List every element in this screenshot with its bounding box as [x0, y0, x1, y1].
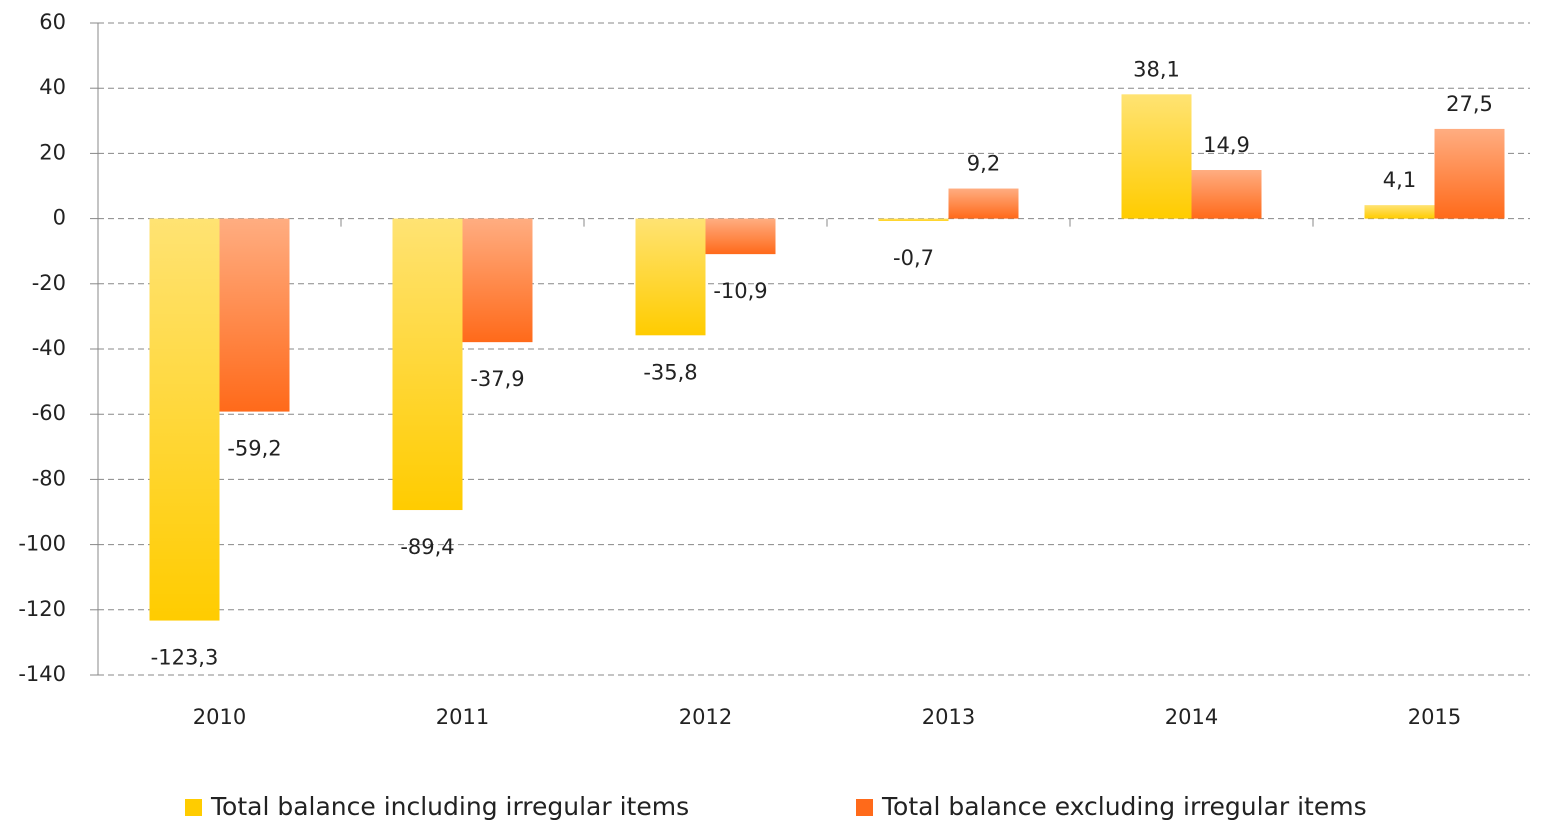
y-tick-label: -140 — [18, 662, 66, 686]
bar-highlight — [1434, 128, 1505, 219]
y-tick-label: -20 — [32, 271, 66, 295]
data-label: 9,2 — [967, 152, 1000, 176]
data-label: -35,8 — [643, 360, 697, 384]
y-tick-label: 40 — [39, 75, 66, 99]
data-label: -89,4 — [400, 535, 454, 559]
y-tick-label: -40 — [32, 336, 66, 360]
x-tick-label: 2010 — [193, 705, 246, 729]
bar-highlight — [149, 218, 220, 621]
y-tick-label: 0 — [53, 206, 66, 230]
data-label: -59,2 — [227, 437, 281, 461]
y-tick-label: -120 — [18, 597, 66, 621]
bar-highlight — [392, 218, 463, 511]
data-label: 27,5 — [1446, 92, 1493, 116]
legend-label: Total balance excluding irregular items — [881, 792, 1367, 821]
x-tick-label: 2011 — [436, 705, 489, 729]
bar-highlight — [1121, 94, 1192, 219]
bar-highlight — [705, 218, 776, 255]
y-tick-label: 20 — [39, 140, 66, 164]
x-tick-label: 2012 — [679, 705, 732, 729]
bar-highlight — [878, 218, 949, 221]
legend-swatch — [185, 799, 202, 816]
data-label: -0,7 — [893, 246, 934, 270]
bar-highlight — [635, 218, 706, 336]
y-tick-label: -80 — [32, 466, 66, 490]
data-label: -37,9 — [470, 367, 524, 391]
data-label: -10,9 — [713, 279, 767, 303]
data-label: -123,3 — [151, 646, 219, 670]
x-tick-label: 2014 — [1165, 705, 1218, 729]
bar-highlight — [1191, 170, 1262, 219]
bar-highlight — [1364, 205, 1435, 219]
y-tick-label: -60 — [32, 401, 66, 425]
bar-highlight — [462, 218, 533, 343]
y-tick-label: 60 — [39, 10, 66, 34]
data-label: 38,1 — [1133, 57, 1180, 81]
data-label: 14,9 — [1203, 133, 1250, 157]
legend-swatch — [856, 799, 873, 816]
x-tick-label: 2015 — [1408, 705, 1461, 729]
x-tick-label: 2013 — [922, 705, 975, 729]
bar-highlight — [219, 218, 290, 412]
data-label: 4,1 — [1383, 168, 1416, 192]
legend-label: Total balance including irregular items — [210, 792, 689, 821]
y-tick-label: -100 — [18, 532, 66, 556]
bar-highlight — [948, 188, 1019, 219]
